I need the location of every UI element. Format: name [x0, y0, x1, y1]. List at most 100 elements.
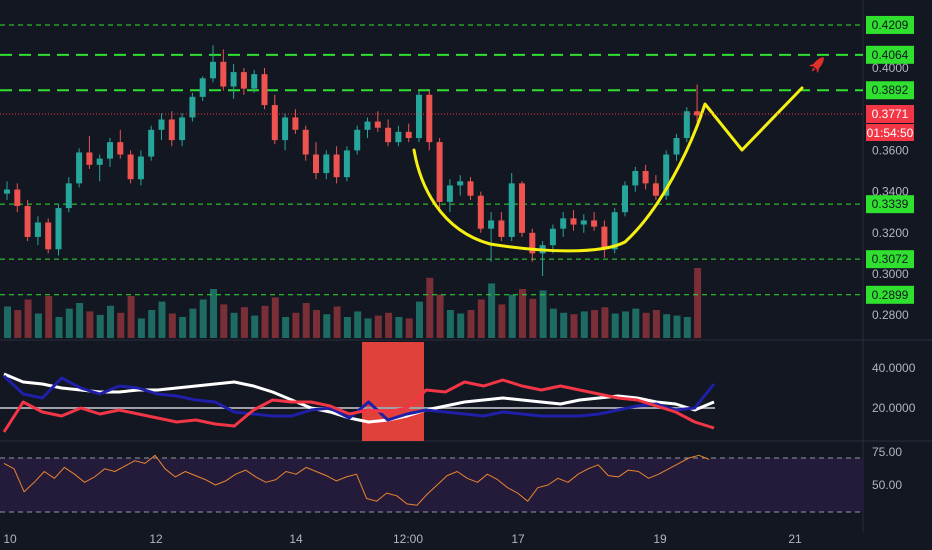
candle-body	[45, 222, 52, 250]
level-tag	[866, 81, 914, 100]
level-tag-label: 0.4209	[872, 18, 909, 32]
volume-bar	[560, 312, 568, 338]
rsi-line	[3, 454, 710, 506]
candle-body	[405, 131, 412, 139]
price-tick-label: 0.3200	[872, 226, 909, 240]
candle-body	[137, 156, 144, 180]
rsi-tick-label: 75.00	[872, 445, 902, 459]
level-tag	[866, 45, 914, 64]
price-axis[interactable]: 0.4000 0.3600 0.3400 0.3200 0.3000 0.2800	[872, 61, 909, 322]
volume-bar	[405, 318, 413, 338]
candle-body	[519, 183, 525, 233]
level-tag-label: 0.3072	[872, 252, 909, 266]
volume-bar	[333, 306, 341, 338]
volume-bars	[4, 268, 702, 338]
candle-body	[632, 171, 639, 186]
volume-bar	[591, 310, 599, 338]
volume-bar	[632, 308, 640, 338]
volume-bar	[148, 310, 156, 338]
candle-body	[364, 121, 371, 130]
volume-bar	[261, 305, 269, 338]
candlesticks	[4, 45, 701, 277]
candle-body	[117, 142, 124, 155]
candle-body	[199, 78, 206, 97]
candle-body	[498, 220, 505, 237]
candle-body	[457, 181, 464, 186]
rsi-band	[0, 458, 863, 512]
candle-body	[168, 119, 175, 141]
volume-bar	[694, 268, 702, 338]
volume-bar	[230, 312, 238, 338]
volume-bar	[467, 310, 475, 338]
volume-bar	[519, 289, 526, 338]
candle-body	[55, 208, 62, 250]
volume-bar	[477, 299, 485, 338]
volume-bar	[642, 312, 650, 338]
volume-bar	[539, 290, 547, 338]
candle-body	[210, 61, 216, 79]
candle-body	[230, 72, 237, 87]
time-tick-label: 14	[289, 532, 303, 546]
volume-bar	[302, 303, 310, 338]
candle-body	[529, 232, 536, 254]
candle-body	[220, 61, 227, 87]
volume-bar	[107, 305, 114, 338]
volume-bar	[683, 317, 691, 338]
volume-bar	[457, 313, 465, 338]
candle-body	[158, 119, 165, 130]
candle-body	[96, 158, 103, 165]
volume-bar	[4, 306, 11, 338]
candle-body	[65, 183, 72, 209]
candle-body	[508, 183, 515, 237]
candle-body	[261, 74, 268, 106]
price-tick-label: 0.3400	[872, 185, 909, 199]
volume-bar	[673, 315, 681, 338]
candle-body	[354, 129, 361, 151]
candle-body	[673, 138, 680, 155]
candle-body	[251, 74, 258, 89]
horizontal-levels	[0, 24, 863, 296]
cup-pattern-drawing[interactable]	[412, 86, 804, 253]
candle-body	[14, 189, 21, 207]
adx-axis: 40.0000 20.0000	[872, 361, 916, 415]
volume-bar	[395, 317, 403, 338]
candle-body	[426, 94, 433, 143]
volume-bar	[354, 311, 362, 338]
volume-bar	[622, 311, 629, 338]
volume-bar	[137, 318, 145, 338]
volume-bar	[65, 308, 73, 338]
candle-body	[179, 117, 186, 141]
volume-bar	[168, 313, 176, 338]
countdown-tag	[866, 124, 914, 141]
volume-bar	[271, 297, 279, 338]
candle-body	[663, 154, 670, 196]
candle-body	[4, 189, 10, 194]
time-axis[interactable]: 10 12 14 12:00 17 19 21	[3, 532, 802, 546]
candle-body	[189, 96, 196, 118]
adx-series-line-2	[2, 378, 715, 433]
candle-body	[549, 228, 556, 246]
volume-bar	[323, 314, 331, 338]
level-tag	[866, 15, 914, 34]
candle-body	[148, 129, 155, 157]
current-price-tag	[866, 105, 914, 123]
volume-bar	[313, 310, 320, 338]
volume-bar	[45, 296, 53, 338]
volume-bar	[529, 298, 537, 338]
candle-body	[292, 117, 299, 130]
volume-bar	[488, 283, 496, 338]
adx-highlight-zone	[362, 342, 424, 441]
candle-body	[24, 206, 31, 237]
price-tick-label: 0.4000	[872, 61, 909, 75]
candle-body	[86, 152, 93, 165]
candle-body	[282, 117, 289, 141]
time-tick-label: 10	[3, 532, 17, 546]
candle-body	[323, 154, 330, 174]
time-tick-label: 17	[511, 532, 525, 546]
candle-body	[591, 220, 598, 227]
candle-body	[477, 195, 484, 229]
candle-body	[395, 131, 402, 143]
candle-body	[652, 183, 659, 196]
candle-body	[580, 220, 587, 225]
